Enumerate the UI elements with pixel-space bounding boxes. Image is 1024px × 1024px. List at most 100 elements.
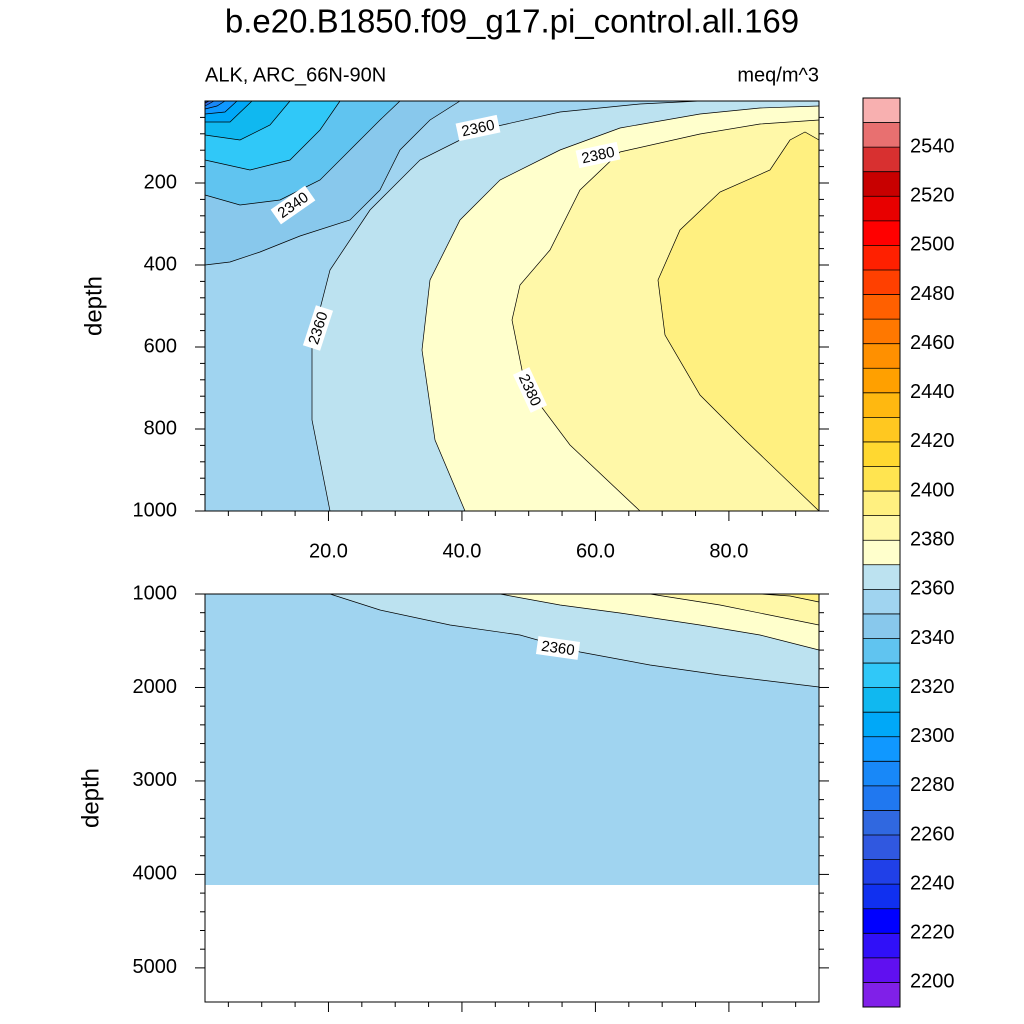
- colorbar-box: [863, 147, 900, 172]
- y-tick-label: 4000: [133, 863, 178, 885]
- colorbar-box: [863, 491, 900, 516]
- colorbar-frame: [862, 97, 901, 1008]
- contour-line: [204, 100, 291, 141]
- contour-line: [204, 100, 238, 115]
- contour-label-group: 2380: [575, 141, 621, 169]
- colorbar-box: [863, 884, 900, 909]
- x-tick-label: 20.0: [309, 540, 348, 562]
- contour-label-group: 2360: [455, 114, 501, 142]
- colorbar-box: [863, 515, 900, 541]
- colorbar-tick-label: 2280: [910, 774, 955, 796]
- colorbar-tick-label: 2300: [910, 725, 955, 747]
- colorbar-box: [863, 933, 900, 958]
- y-tick-label: 2000: [133, 676, 178, 698]
- contour-label: 2360: [460, 117, 496, 141]
- contour-line: [204, 100, 341, 171]
- y-tick-label: 5000: [133, 956, 178, 978]
- subtitle-left: ALK, ARC_66N-90N: [205, 64, 386, 86]
- contour-region: [760, 594, 819, 602]
- colorbar-box: [863, 638, 900, 664]
- colorbar-tick-label: 2340: [910, 627, 955, 649]
- contour-label-box: [575, 141, 621, 169]
- colorbar-box: [863, 466, 900, 492]
- colorbar-box: [863, 319, 900, 344]
- colorbar-tick-label: 2320: [910, 676, 955, 698]
- y-axis-label: depth: [77, 768, 104, 828]
- colorbar-box: [863, 171, 900, 197]
- contour-line: [759, 593, 820, 603]
- colorbar-box: [863, 220, 900, 246]
- contour-region: [658, 132, 819, 511]
- colorbar-box: [863, 441, 900, 467]
- colorbar-box: [863, 908, 900, 934]
- contour-label: 2380: [580, 144, 616, 168]
- colorbar-tick-label: 2400: [910, 479, 955, 501]
- colorbar-tick-label: 2220: [910, 922, 955, 944]
- colorbar-box: [863, 613, 900, 639]
- colorbar-tick-label: 2440: [910, 381, 955, 403]
- y-tick-label: 400: [144, 253, 177, 275]
- colorbar-box: [863, 392, 900, 418]
- colorbar-tick-label: 2240: [910, 872, 955, 894]
- colorbar-box: [863, 982, 900, 1007]
- colorbar-box: [863, 761, 900, 786]
- colorbar-box: [863, 294, 900, 320]
- colorbar-box: [863, 712, 900, 737]
- colorbar-box: [863, 196, 900, 221]
- colorbar-box: [863, 957, 900, 983]
- colorbar-box: [863, 663, 900, 688]
- y-tick-label: 1000: [133, 582, 178, 604]
- y-tick-label: 800: [144, 417, 177, 439]
- x-tick-label: 60.0: [576, 540, 615, 562]
- contour-label-box: [535, 636, 581, 660]
- colorbar-box: [863, 122, 900, 148]
- contour-line: [204, 100, 226, 110]
- y-tick-label: 200: [144, 171, 177, 193]
- contour-label-group: 2360: [535, 636, 581, 660]
- colorbar-tick-label: 2420: [910, 430, 955, 452]
- contour-label: 2360: [540, 638, 575, 659]
- colorbar-tick-label: 2460: [910, 332, 955, 354]
- colorbar-tick-label: 2360: [910, 578, 955, 600]
- colorbar-tick-label: 2500: [910, 234, 955, 256]
- colorbar-box: [863, 785, 900, 811]
- colorbar-box: [863, 835, 900, 860]
- colorbar-box: [863, 540, 900, 565]
- colorbar-box: [863, 245, 900, 270]
- colorbar-box: [863, 417, 900, 442]
- contour-line: [204, 100, 401, 206]
- x-tick-label: 40.0: [442, 540, 481, 562]
- contour-region: [650, 594, 819, 625]
- colorbar-box: [863, 736, 900, 762]
- contour-line: [499, 593, 820, 651]
- contour-line: [204, 100, 215, 107]
- contour-line: [657, 131, 820, 512]
- colorbar-box: [863, 343, 900, 369]
- contour-line: [205, 100, 253, 123]
- colorbar-tick-label: 2380: [910, 528, 955, 550]
- colorbar-box: [863, 810, 900, 836]
- colorbar-box: [863, 859, 900, 885]
- colorbar-tick-label: 2200: [910, 971, 955, 993]
- contour-label-box: [270, 185, 316, 225]
- colorbar-tick-label: 2540: [910, 135, 955, 157]
- contour-line: [649, 593, 820, 626]
- colorbar-box: [863, 687, 900, 713]
- colorbar-box: [863, 98, 900, 123]
- plot-frame: [204, 593, 820, 1003]
- contour-label-box: [512, 367, 548, 413]
- chart-title: b.e20.B1850.f09_g17.pi_control.all.169: [225, 3, 799, 40]
- y-tick-label: 600: [144, 335, 177, 357]
- y-axis-label: depth: [80, 276, 107, 336]
- colorbar-tick-label: 2260: [910, 823, 955, 845]
- contour-line: [421, 105, 820, 512]
- colorbar-box: [863, 368, 900, 393]
- y-tick-label: 1000: [133, 499, 178, 521]
- contour-label-box: [455, 114, 501, 142]
- contour-line: [311, 100, 701, 512]
- x-tick-label: 80.0: [709, 540, 748, 562]
- colorbar-box: [863, 269, 900, 295]
- colorbar-tick-label: 2520: [910, 185, 955, 207]
